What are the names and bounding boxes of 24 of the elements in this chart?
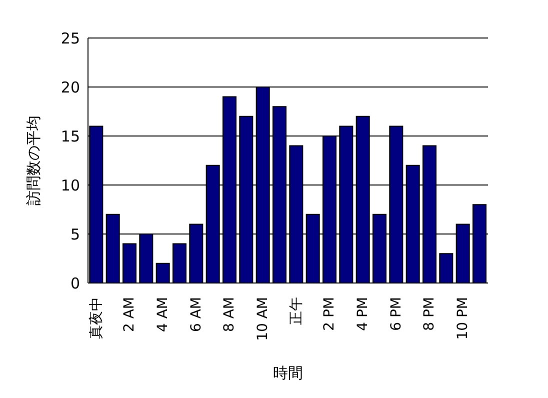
x-tick-label: 2 AM (122, 297, 138, 332)
bar (122, 243, 136, 283)
x-tick-label: 6 AM (188, 297, 204, 332)
x-tick-label: 10 PM (455, 297, 471, 340)
x-tick-label: 6 PM (388, 297, 404, 331)
x-tick-label: 10 AM (255, 297, 271, 341)
bar (439, 253, 454, 283)
bar (156, 262, 170, 283)
x-tick-label: 4 AM (155, 297, 171, 332)
y-tick-label: 20 (60, 78, 80, 96)
x-tick-label: 8 AM (222, 297, 238, 332)
x-axis-title: 時間 (273, 364, 303, 382)
x-tick-label: 8 PM (422, 297, 438, 331)
bar (172, 243, 186, 283)
x-tick-label: 2 PM (322, 297, 338, 331)
y-tick-label: 10 (60, 176, 80, 194)
x-tick-label: 4 PM (355, 297, 371, 331)
y-tick-label: 15 (60, 127, 80, 146)
y-tick-label: 5 (70, 225, 80, 244)
y-tick-label: 0 (70, 274, 80, 292)
y-tick-label: 25 (60, 29, 80, 48)
y-axis-title: 訪問数の平均 (24, 116, 42, 206)
x-tick-label: 正午 (288, 297, 304, 325)
x-tick-label: 真夜中 (88, 297, 104, 339)
